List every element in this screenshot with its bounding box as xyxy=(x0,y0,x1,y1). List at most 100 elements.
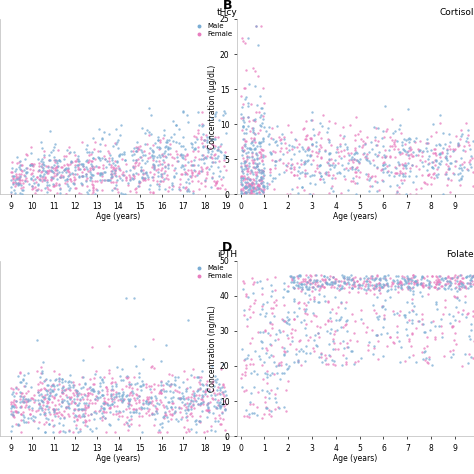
Point xyxy=(205,133,212,140)
Point xyxy=(98,176,105,184)
Point xyxy=(70,173,77,181)
Point xyxy=(377,166,384,174)
Point xyxy=(66,426,73,434)
Point xyxy=(358,282,366,289)
Point xyxy=(64,172,72,180)
Point xyxy=(138,428,146,436)
Point xyxy=(197,412,204,420)
Point xyxy=(37,385,45,392)
Point xyxy=(264,275,271,283)
Point xyxy=(216,399,223,406)
Point xyxy=(456,318,463,325)
Point xyxy=(265,140,273,147)
Point xyxy=(137,167,145,175)
Point xyxy=(371,284,378,292)
Point xyxy=(21,395,29,403)
Point xyxy=(170,154,178,162)
Point xyxy=(125,397,133,405)
Point xyxy=(338,283,346,290)
Point xyxy=(257,105,265,112)
Point xyxy=(67,177,74,185)
Point xyxy=(308,273,315,280)
Point xyxy=(82,421,89,428)
Point xyxy=(28,404,36,412)
Point xyxy=(241,142,249,150)
Point xyxy=(49,169,56,176)
Point xyxy=(194,191,201,199)
Point xyxy=(213,108,220,116)
Point xyxy=(206,399,213,406)
Point xyxy=(373,271,381,279)
Point xyxy=(177,151,184,158)
Point xyxy=(130,164,138,172)
Point xyxy=(170,409,177,417)
Point xyxy=(101,155,109,163)
Point xyxy=(109,400,116,408)
Point xyxy=(343,275,351,283)
Point xyxy=(272,286,279,293)
Point xyxy=(349,158,357,166)
Point xyxy=(61,414,68,422)
Point xyxy=(114,389,121,397)
Point xyxy=(18,161,25,169)
Point xyxy=(202,174,210,182)
Point xyxy=(216,386,223,394)
Point xyxy=(434,284,442,292)
Point xyxy=(385,171,393,179)
Point xyxy=(380,315,388,323)
Point xyxy=(423,342,431,350)
Point xyxy=(250,278,257,285)
Point xyxy=(86,164,93,172)
Point xyxy=(14,372,22,380)
Point xyxy=(348,165,356,173)
Point xyxy=(366,279,374,286)
Point xyxy=(426,280,433,288)
Point xyxy=(20,371,27,379)
Point xyxy=(183,186,191,193)
Point xyxy=(307,191,314,198)
Point xyxy=(238,34,246,41)
Point xyxy=(440,285,448,292)
Point xyxy=(237,186,245,194)
Point xyxy=(317,155,324,162)
Point xyxy=(253,190,260,197)
Point xyxy=(140,166,147,174)
Point xyxy=(265,410,273,417)
Point xyxy=(433,305,441,312)
Point xyxy=(90,183,97,191)
Point xyxy=(415,147,422,155)
Point xyxy=(199,151,206,159)
Point xyxy=(258,290,265,298)
Point xyxy=(408,276,416,284)
Point xyxy=(70,381,78,389)
Point xyxy=(429,120,437,128)
Point xyxy=(284,316,292,324)
Point xyxy=(270,304,277,312)
Point xyxy=(356,274,364,282)
Point xyxy=(399,164,407,172)
Point xyxy=(67,157,75,165)
Point xyxy=(25,402,32,410)
Point xyxy=(250,280,257,287)
Point xyxy=(330,163,338,171)
Point xyxy=(27,383,35,391)
Point xyxy=(184,166,191,174)
Point xyxy=(375,279,383,287)
Point xyxy=(155,428,162,436)
Point xyxy=(27,174,35,182)
Point xyxy=(437,322,445,329)
Point xyxy=(196,418,203,426)
Point xyxy=(10,413,18,420)
Point xyxy=(96,155,103,162)
Point xyxy=(78,160,85,168)
Point xyxy=(183,111,191,118)
Point xyxy=(52,405,60,412)
Point xyxy=(283,319,291,327)
Point xyxy=(162,138,170,146)
Point xyxy=(84,402,92,410)
Point xyxy=(169,394,177,401)
Point xyxy=(373,309,380,317)
Point xyxy=(252,171,260,178)
Point xyxy=(346,275,353,283)
Point xyxy=(463,285,470,292)
